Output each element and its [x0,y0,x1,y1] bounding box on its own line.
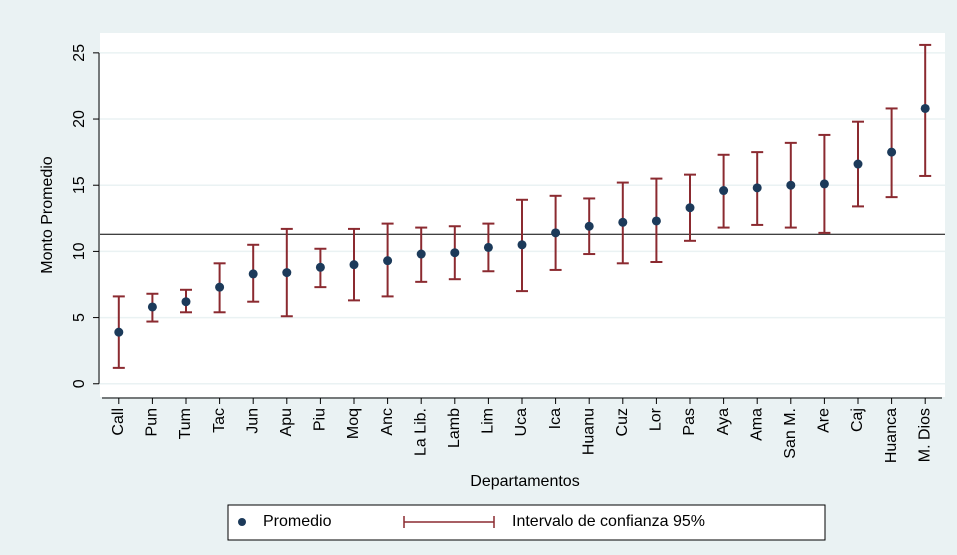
mean-point [181,297,191,307]
mean-point [450,248,460,258]
mean-point [920,103,930,113]
x-tick-label: Uca [513,408,530,437]
x-tick-label: Caj [849,408,866,432]
y-tick-label: 25 [71,44,88,62]
legend-marker [238,518,246,526]
x-tick-label: Ica [547,408,564,429]
x-tick-label: Apu [278,408,295,436]
x-tick-label: Anc [379,408,396,436]
y-axis-label: Monto Promedio [39,156,56,273]
y-tick-label: 15 [71,176,88,194]
x-tick-label: Lor [648,407,665,431]
x-tick-label: Cuz [614,408,631,436]
mean-point [887,147,897,157]
x-tick-label: Huanu [580,408,597,455]
mean-point [383,256,393,266]
mean-point [282,268,292,278]
x-tick-label: Ama [748,408,765,441]
mean-point [618,217,628,227]
mean-point [215,282,225,292]
mean-point [853,159,863,169]
legend-label: Intervalo de confianza 95% [512,513,705,530]
mean-point [517,240,527,250]
mean-point [584,221,594,231]
x-tick-label: Pun [144,408,161,436]
mean-point [551,228,561,238]
mean-point [752,183,762,193]
x-tick-label: Lamb [446,408,463,448]
legend [227,504,826,541]
x-tick-label: Huanca [883,408,900,463]
x-tick-label: Are [816,408,833,433]
mean-point [719,186,729,196]
y-tick-label: 10 [71,242,88,260]
mean-point [416,249,426,259]
x-tick-label: La Lib. [412,408,429,456]
x-tick-label: Lim [480,408,497,434]
x-tick-label: M. Dios [916,408,933,462]
x-tick-label: San M. [782,408,799,459]
mean-point [147,302,157,312]
mean-point [786,180,796,190]
mean-point [651,216,661,226]
legend-label: Promedio [263,513,332,530]
mean-point [349,260,359,270]
mean-point [248,269,258,279]
x-tick-label: Call [110,408,127,436]
mean-point [315,262,325,272]
mean-point [819,179,829,189]
y-tick-label: 20 [71,110,88,128]
x-tick-label: Pas [681,408,698,436]
x-tick-label: Aya [715,408,732,435]
x-tick-label: Jun [244,408,261,434]
y-tick-label: 0 [71,379,88,388]
mean-point [685,203,695,213]
y-tick-label: 5 [71,313,88,322]
x-tick-label: Piu [312,408,329,431]
x-axis-label: Departamentos [470,473,579,490]
mean-point [483,242,493,252]
x-tick-label: Moq [345,408,362,439]
mean-point [114,327,124,337]
x-tick-label: Tac [211,408,228,433]
x-tick-label: Tum [177,408,194,439]
